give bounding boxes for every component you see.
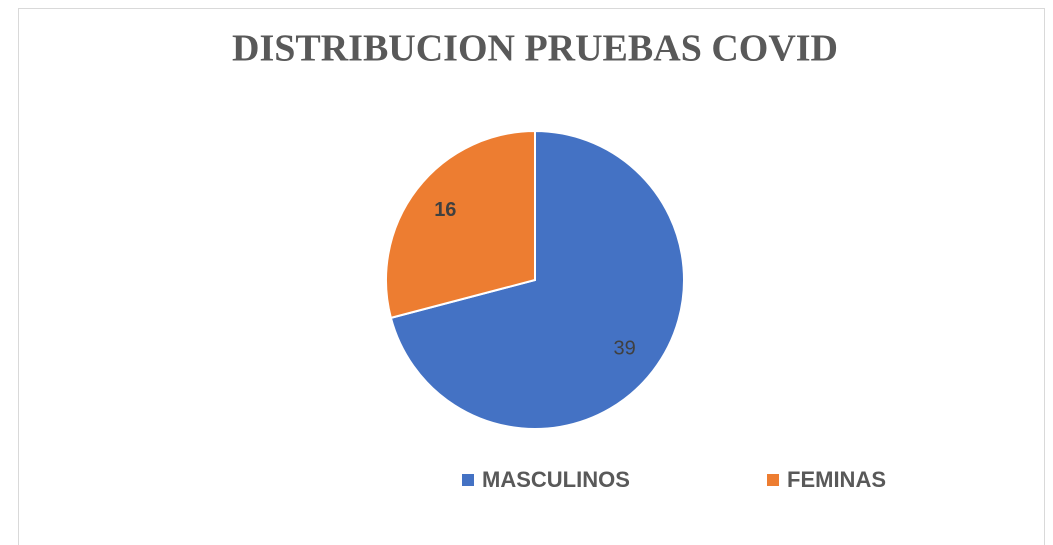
data-label: 39 xyxy=(614,337,636,359)
legend-label: FEMINAS xyxy=(787,467,886,492)
pie-slice xyxy=(385,129,536,320)
legend-swatch xyxy=(767,474,779,486)
legend-label: MASCULINOS xyxy=(482,467,630,492)
pie-slice xyxy=(389,129,685,430)
data-label: 16 xyxy=(434,199,456,221)
chart-title: DISTRIBUCION PRUEBAS COVID xyxy=(232,28,838,70)
legend-swatch xyxy=(462,474,474,486)
